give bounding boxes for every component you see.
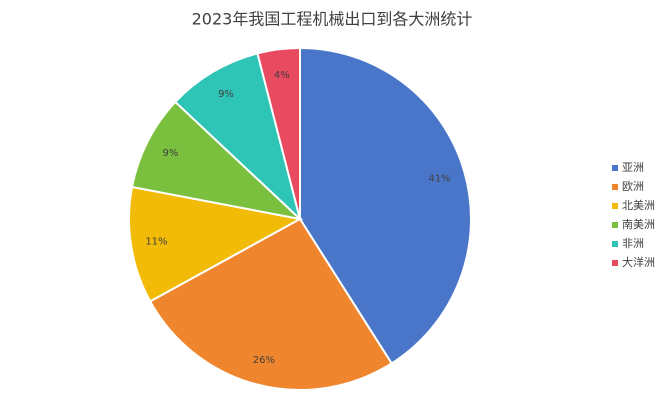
data-label: 9% bbox=[163, 148, 179, 159]
data-label: 41% bbox=[428, 173, 450, 184]
pie-slice bbox=[173, 52, 302, 223]
legend-swatch bbox=[612, 241, 618, 247]
legend-label: 南美洲 bbox=[622, 218, 655, 231]
pie-slice bbox=[130, 100, 304, 221]
legend-swatch bbox=[612, 222, 618, 228]
data-label: 11% bbox=[145, 237, 167, 248]
chart-title: 2023年我国工程机械出口到各大洲统计 bbox=[192, 10, 473, 29]
pie-slice bbox=[128, 185, 303, 303]
data-label: 4% bbox=[274, 70, 290, 81]
data-label: 9% bbox=[218, 89, 234, 100]
pie-slice bbox=[256, 46, 301, 220]
legend-label: 欧洲 bbox=[622, 180, 644, 193]
legend-label: 北美洲 bbox=[622, 199, 655, 212]
legend-label: 大洋洲 bbox=[622, 255, 655, 269]
legend-swatch bbox=[612, 203, 618, 209]
legend-swatch bbox=[612, 165, 618, 171]
legend-swatch bbox=[612, 260, 618, 266]
legend-label: 亚洲 bbox=[622, 161, 644, 174]
data-label: 26% bbox=[253, 355, 275, 366]
pie-slice bbox=[148, 217, 394, 391]
legend-label: 非洲 bbox=[622, 237, 644, 250]
legend-swatch bbox=[612, 184, 618, 190]
